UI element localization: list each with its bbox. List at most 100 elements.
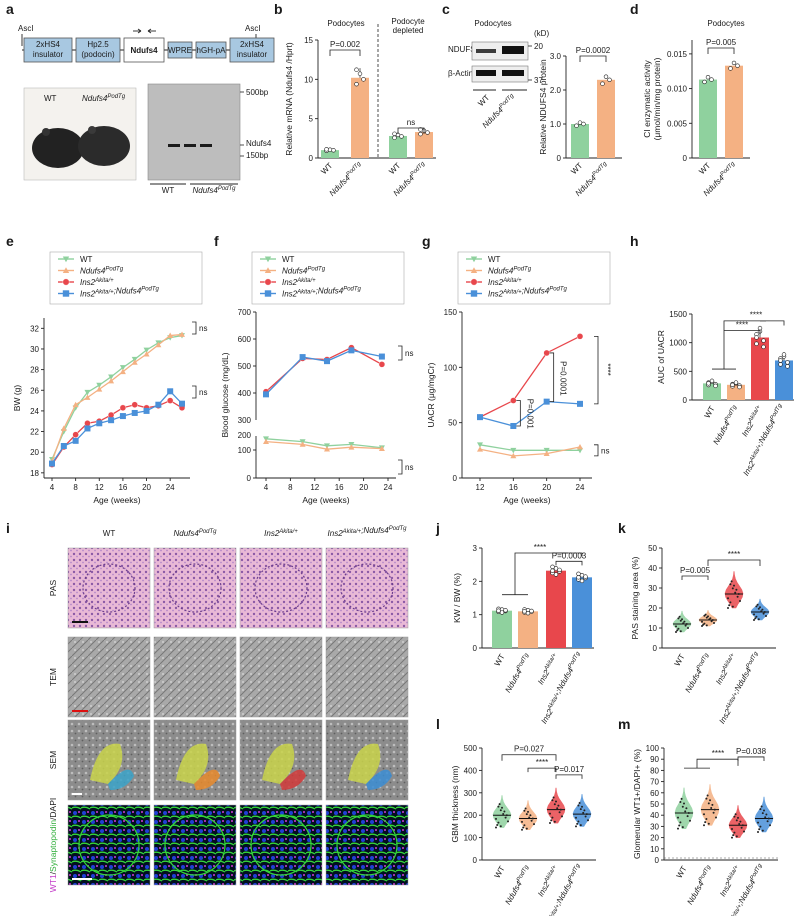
- marker: [470, 256, 478, 263]
- bar: [572, 577, 592, 648]
- violin-point: [740, 826, 743, 829]
- column-header: Ins2Akita/+: [264, 529, 298, 538]
- data-point: [778, 358, 783, 363]
- hs4-insulator-right-line2: insulator: [237, 50, 268, 59]
- violin-point: [739, 600, 741, 602]
- glomerulus-outline: [82, 563, 136, 613]
- violin-point: [735, 588, 738, 591]
- micrograph-tile: [239, 804, 323, 886]
- stars-bracket: [684, 758, 739, 769]
- violin-point: [761, 829, 764, 832]
- y-tick-label: 26: [30, 386, 39, 395]
- violin-point: [530, 819, 533, 822]
- marker: [155, 341, 162, 348]
- gel-ndufs4-label: Ndufs4: [246, 139, 272, 148]
- violin-point: [523, 824, 526, 827]
- bar: [415, 132, 433, 158]
- y-tick-label: 1500: [669, 310, 687, 319]
- podocyte-segment: [194, 769, 220, 790]
- y-tick-label: 3: [473, 544, 478, 553]
- violin-point: [703, 813, 705, 816]
- data-point: [778, 362, 783, 367]
- significance-bracket: [707, 559, 761, 566]
- marker: [264, 278, 272, 286]
- y-tick-label: 500: [674, 367, 688, 376]
- violin-point: [577, 804, 580, 807]
- violin-point: [731, 605, 734, 608]
- violin-point: [501, 806, 503, 809]
- violin: [724, 571, 744, 609]
- violin-point: [503, 810, 506, 813]
- data-point: [781, 352, 787, 357]
- panel-label-d: d: [630, 1, 639, 17]
- data-point: [553, 566, 559, 571]
- violin-point: [678, 824, 681, 827]
- micrograph-tile: [239, 636, 323, 718]
- violin-point: [581, 805, 583, 808]
- marker: [107, 411, 115, 419]
- y-tick-label: 20: [30, 448, 39, 457]
- violin-point: [679, 630, 682, 633]
- violin-point: [524, 807, 527, 810]
- y-axis-label: PAS staining area (%): [630, 556, 640, 639]
- violin-point: [706, 794, 709, 797]
- violin-point: [758, 828, 761, 831]
- ns-bracket: [398, 345, 403, 361]
- violin-point: [556, 807, 559, 810]
- violin-point: [521, 828, 523, 831]
- violin-point: [550, 819, 553, 822]
- marker: [299, 441, 306, 447]
- violin-point: [734, 813, 737, 816]
- violin-point: [584, 815, 587, 818]
- data-point: [331, 148, 336, 153]
- marker: [62, 267, 70, 274]
- gel-lane-tg: Ndufs4PodTg: [192, 186, 236, 195]
- category-label: Ins2Akita/+: [536, 864, 561, 898]
- ns-bracket: [192, 385, 197, 399]
- x-tick-label: 4: [264, 483, 269, 492]
- violin-point: [521, 820, 523, 823]
- y-tick-label: 90: [650, 755, 659, 764]
- blot-kd: (kD): [534, 29, 549, 38]
- bar: [727, 384, 745, 400]
- legend-entry: WT: [488, 255, 501, 264]
- legend-entry: Ins2Akita/+;Ndufs4PodTg: [80, 287, 160, 299]
- violin-point: [675, 631, 677, 633]
- violin-point: [737, 816, 739, 819]
- x-tick-label: 8: [288, 483, 293, 492]
- y-tick-label: 600: [238, 335, 252, 344]
- violin-point: [558, 811, 561, 814]
- data-point: [503, 608, 508, 613]
- data-point: [730, 382, 735, 388]
- hp25-line2: (podocin): [81, 50, 115, 59]
- western-blot: Podocytes (kD) NDUFS4 β-Actin 20 37 WT N…: [448, 19, 549, 130]
- category-label: Ins2Akita/+: [714, 652, 739, 686]
- violin-point: [765, 813, 768, 816]
- violin-point: [677, 816, 679, 819]
- header-podocytes-d: Podocytes: [707, 19, 744, 28]
- violin-point: [496, 824, 499, 827]
- row-label: SEM: [48, 751, 58, 769]
- marker: [62, 278, 70, 286]
- y-tick-label: 1000: [669, 339, 687, 348]
- significance-label: ****: [728, 550, 740, 559]
- data-point: [761, 338, 766, 343]
- violin-point: [729, 583, 732, 586]
- violin-point: [579, 808, 582, 811]
- marker: [72, 431, 79, 438]
- legend-entry: Ndufs4PodTg: [80, 267, 124, 276]
- row-label-if: WT1/Synaptopodin/DAPI: [48, 798, 58, 893]
- category-label: Ndufs4PodTg: [328, 161, 365, 198]
- marker: [155, 401, 162, 408]
- violin-point: [738, 823, 741, 826]
- violin-point: [713, 808, 716, 811]
- violin-point: [549, 812, 551, 815]
- data-point: [757, 325, 763, 331]
- marker: [263, 438, 269, 444]
- y-tick-label: 24: [30, 407, 39, 416]
- panel-label-g: g: [422, 233, 431, 249]
- y-tick-label: 2: [473, 577, 478, 586]
- x-tick-label: 20: [142, 483, 151, 492]
- category-label: WT: [675, 864, 689, 879]
